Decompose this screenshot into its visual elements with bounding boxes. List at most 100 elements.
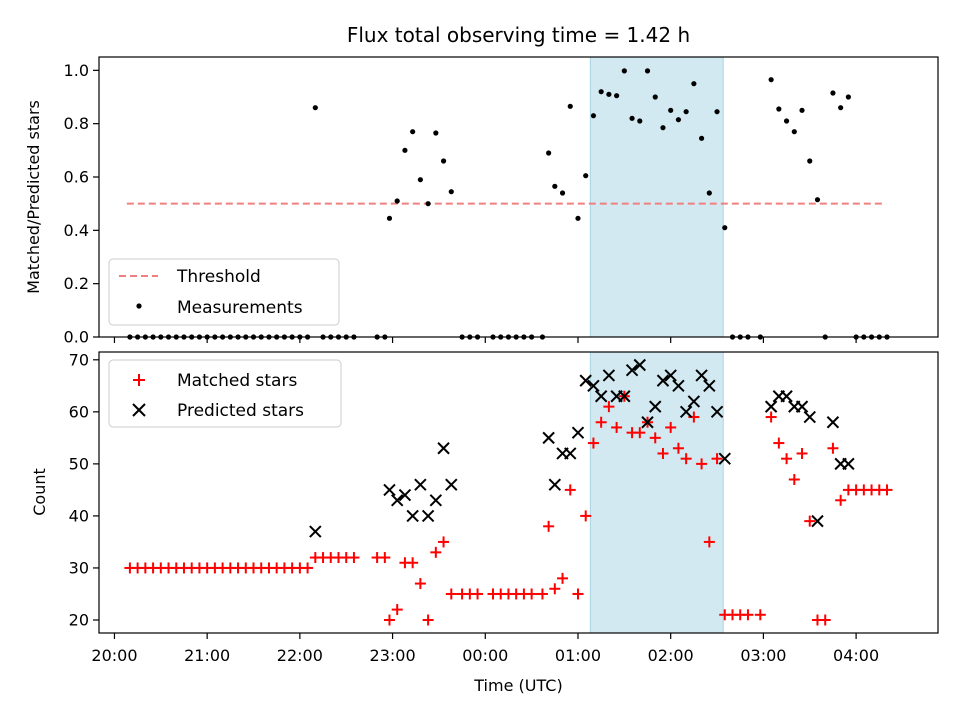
predicted-star-point [571, 426, 585, 439]
predicted-star-point [695, 369, 708, 382]
matched-star-point [657, 447, 669, 459]
x-tick-label: 20:00 [91, 646, 137, 665]
matched-star-point [422, 614, 434, 626]
matched-star-point [611, 421, 623, 433]
bottom-y-axis: 20 30 40 50 60 70 [69, 350, 99, 629]
measurement-point [433, 130, 439, 136]
bottom-y-axis-label: Count [30, 468, 49, 516]
matched-star-point [649, 432, 661, 444]
y-tick-label: 0.8 [64, 114, 89, 133]
matched-star-point [804, 515, 816, 527]
predicted-star-point [633, 358, 646, 372]
predicted-star-point [414, 478, 427, 491]
matched-star-points [124, 390, 893, 626]
top-y-axis: 0.0 0.2 0.4 0.6 0.8 1.0 [64, 61, 99, 347]
x-tick-label: 23:00 [370, 646, 416, 665]
matched-star-point [549, 583, 561, 595]
matched-star-point [788, 473, 800, 485]
top-y-axis-label: Matched/Predicted stars [24, 100, 43, 294]
matched-star-point [348, 552, 360, 564]
matched-star-point [835, 494, 847, 506]
matched-star-point [754, 609, 766, 621]
predicted-star-point [594, 390, 608, 403]
measurement-point [402, 147, 408, 153]
top-axes-frame [98, 56, 939, 338]
measurements-legend-swatch [136, 303, 142, 309]
matched-star-point [407, 557, 419, 569]
measurement-point [776, 106, 782, 112]
measurement-point [807, 158, 813, 164]
matched-star-point [819, 614, 831, 626]
predicted-legend-swatch [132, 403, 146, 417]
predicted-star-point [602, 369, 616, 382]
measurement-point [814, 197, 821, 203]
legend-matched-label: Matched stars [177, 371, 297, 391]
predicted-star-point [421, 509, 435, 523]
measurement-point [410, 129, 416, 135]
predicted-star-point [811, 514, 824, 528]
matched-star-point [564, 484, 576, 496]
predicted-star-point [579, 374, 592, 387]
matched-star-point [672, 442, 684, 454]
matched-star-point [536, 588, 548, 600]
ratio-panel: 0.0 0.2 0.4 0.6 0.8 1.0 Matched/Predicted sta… [24, 56, 939, 347]
x-tick-label: 00:00 [462, 646, 508, 665]
x-tick-label: 02:00 [648, 646, 694, 665]
matched-star-point [445, 588, 457, 600]
matched-legend-swatch [133, 374, 145, 386]
legend-threshold-label: Threshold [176, 267, 261, 287]
measurement-point [652, 94, 658, 100]
y-tick-label: 20 [69, 610, 89, 629]
matched-star-point [587, 437, 599, 449]
measurement-point [621, 68, 627, 74]
bottom-legend: Matched stars Predicted stars [108, 359, 342, 428]
x-tick-label: 01:00 [555, 646, 601, 665]
y-tick-label: 0.2 [64, 274, 89, 293]
matched-star-point [703, 536, 715, 548]
matched-star-point [557, 572, 569, 584]
matched-star-point [603, 401, 615, 413]
measurement-point [552, 183, 558, 189]
matched-star-point [781, 453, 793, 465]
matched-star-point [796, 447, 808, 459]
y-tick-label: 1.0 [64, 61, 89, 80]
measurement-point [583, 173, 589, 179]
measurement-point [312, 105, 318, 111]
predicted-star-point [649, 400, 662, 413]
measurement-point [668, 107, 674, 113]
predicted-star-point [587, 379, 600, 393]
predicted-star-point [687, 395, 701, 408]
y-tick-label: 50 [69, 454, 89, 473]
predicted-star-point [842, 457, 855, 471]
matched-star-point [680, 453, 692, 465]
measurement-point [614, 93, 620, 99]
predicted-star-point [548, 478, 562, 491]
predicted-star-point [826, 416, 840, 429]
matched-star-point [742, 609, 754, 621]
predicted-star-point [764, 400, 778, 413]
y-tick-label: 40 [69, 506, 89, 525]
predicted-star-point [795, 400, 809, 413]
measurement-point [606, 91, 612, 97]
predicted-star-point [780, 390, 793, 403]
legend-predicted-label: Predicted stars [177, 401, 304, 421]
predicted-star-point [718, 452, 731, 465]
matched-star-point [438, 536, 450, 548]
predicted-star-point [383, 483, 396, 497]
y-tick-label: 30 [69, 558, 89, 577]
predicted-star-point [429, 494, 443, 507]
y-tick-label: 70 [69, 350, 89, 369]
predicted-star-point [710, 405, 724, 419]
bottom-x-axis: 20:00 21:00 22:00 23:00 00:00 01:00 02:00 03:00… [91, 633, 879, 665]
predicted-star-point [542, 431, 555, 445]
matched-star-point [302, 562, 314, 574]
matched-star-point [595, 416, 607, 428]
top-legend-box [108, 258, 340, 326]
bottom-axes-frame [98, 351, 939, 634]
measurement-point [559, 190, 566, 196]
measurement-point [629, 115, 635, 121]
matched-star-point [391, 604, 403, 616]
matched-star-point [379, 552, 391, 564]
measurement-point [598, 89, 604, 95]
